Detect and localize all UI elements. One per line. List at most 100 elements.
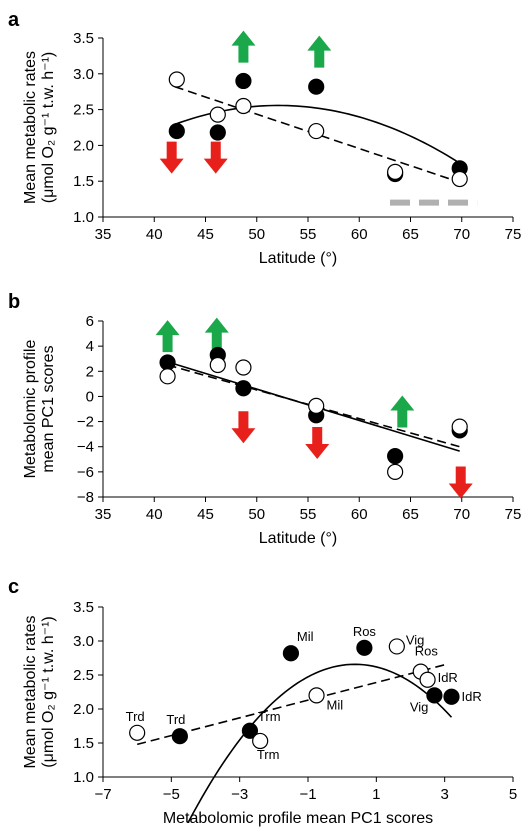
y-tick-label: −4	[77, 439, 94, 456]
filled-data-point	[308, 78, 325, 95]
y-axis-label-line2: (μmol O₂ g⁻¹ t.w. h⁻¹)	[40, 52, 57, 203]
y-tick-label: 6	[86, 313, 94, 330]
filled-data-point	[209, 124, 226, 141]
x-tick-label: 75	[505, 226, 522, 243]
y-tick-label: 1.5	[73, 735, 94, 752]
y-tick-label: 1.0	[73, 209, 94, 226]
y-tick-label: 2.0	[73, 701, 94, 718]
x-tick-label: 45	[197, 506, 214, 523]
x-tick-label: 35	[95, 506, 112, 523]
arrow-down-icon	[231, 411, 256, 444]
panel-letter: b	[8, 291, 20, 313]
arrow-up-icon	[204, 317, 229, 350]
x-axis-label: Metabolomic profile mean PC1 scores	[163, 810, 433, 827]
y-tick-label: 1.0	[73, 769, 94, 786]
x-tick-label: 55	[300, 226, 317, 243]
panel-b: b −8 −6 −4 −2 0 2 4 6 35 40 45 50 55 60 65 70 75 Latitude …	[8, 291, 521, 547]
open-data-point	[451, 418, 468, 435]
open-data-point	[168, 71, 185, 88]
x-tick-label: 40	[146, 506, 163, 523]
x-tick-label: 5	[509, 786, 517, 803]
open-data-point	[308, 687, 325, 704]
x-tick-label: 70	[453, 506, 470, 523]
filled-data-point	[443, 688, 460, 705]
open-data-point	[387, 463, 404, 480]
x-tick-label: 40	[146, 226, 163, 243]
point-label: Trm	[258, 709, 281, 724]
y-tick-label: 3.5	[73, 30, 94, 47]
open-data-point	[129, 724, 146, 741]
panel-c: c 1.0 1.5 2.0 2.5 3.0 3.5 −7 −5 −3 −1 1 3 5 Metabolomi…	[8, 576, 517, 827]
filled-data-point	[171, 728, 188, 745]
y-tick-label: −8	[77, 489, 94, 506]
open-data-point	[308, 397, 325, 414]
open-data-point	[308, 122, 325, 140]
filled-data-point	[168, 122, 185, 140]
y-tick-label: 2	[86, 363, 94, 380]
y-tick-label: 2.5	[73, 667, 94, 684]
y-axis-label-line2: (μmol O₂ g⁻¹ t.w. h⁻¹)	[40, 616, 57, 767]
point-label: Mil	[327, 697, 344, 712]
open-data-point	[209, 106, 226, 123]
x-tick-label: −7	[94, 786, 111, 803]
filled-data-point	[235, 380, 252, 397]
x-tick-label: 70	[453, 226, 470, 243]
point-label: Vig	[410, 699, 429, 714]
x-tick-label: 65	[402, 226, 419, 243]
filled-data-point	[356, 639, 373, 656]
point-label: Ros	[415, 644, 439, 659]
arrow-up-icon	[390, 395, 415, 428]
filled-data-point	[282, 645, 300, 662]
x-axis-label: Latitude (°)	[259, 530, 337, 547]
y-axis-label-line1: Metabolomic profile	[22, 340, 39, 479]
x-tick-label: −1	[299, 786, 316, 803]
open-data-point	[209, 356, 226, 374]
arrow-down-icon	[203, 141, 228, 174]
filled-data-point	[159, 354, 176, 371]
point-label: Vig	[406, 632, 425, 647]
filled-data-point	[241, 722, 259, 739]
arrow-up-icon	[155, 320, 180, 353]
open-data-point	[159, 368, 176, 385]
point-label: Trd	[166, 712, 185, 727]
panel-letter: a	[8, 9, 20, 31]
arrow-down-icon	[305, 426, 330, 459]
open-data-point	[235, 359, 252, 376]
arrow-down-icon	[159, 141, 184, 174]
y-tick-label: −2	[77, 414, 94, 431]
x-tick-label: 55	[300, 506, 317, 523]
point-label: Mil	[297, 629, 314, 644]
point-label: Trd	[126, 709, 145, 724]
open-data-point	[451, 170, 468, 188]
y-tick-label: 3.0	[73, 66, 94, 83]
solid-fit-line	[187, 663, 453, 823]
y-tick-label: 2.5	[73, 102, 94, 119]
arrow-up-icon	[307, 35, 332, 68]
x-tick-label: 75	[505, 506, 522, 523]
point-label: Trm	[257, 747, 280, 762]
x-tick-label: 35	[95, 226, 112, 243]
x-tick-label: −5	[163, 786, 180, 803]
panel-a: a 1.0 1.5 2.0 2.5 3.0 3.5 35 40 45 50 55 60 65 70 75 Lat…	[8, 9, 521, 267]
x-tick-label: 65	[402, 506, 419, 523]
y-tick-label: 2.0	[73, 137, 94, 154]
point-label: IdR	[462, 689, 482, 704]
x-tick-label: 50	[248, 506, 265, 523]
x-tick-label: 1	[372, 786, 380, 803]
y-tick-label: 3.5	[73, 599, 94, 616]
dashed-fit-line	[167, 364, 460, 448]
filled-data-point	[426, 687, 443, 704]
x-axis-label: Latitude (°)	[259, 250, 337, 267]
y-tick-label: 0	[86, 388, 94, 405]
y-tick-label: 1.5	[73, 173, 94, 190]
open-data-point	[252, 732, 269, 750]
filled-data-point	[235, 72, 252, 90]
x-tick-label: 50	[248, 226, 265, 243]
x-tick-label: 3	[440, 786, 448, 803]
x-tick-label: −3	[231, 786, 248, 803]
x-tick-label: 60	[351, 226, 368, 243]
open-data-point	[388, 638, 405, 655]
open-data-point	[419, 671, 436, 688]
y-axis-label-line1: Mean metabolic rates	[22, 616, 39, 769]
y-tick-label: 3.0	[73, 633, 94, 650]
